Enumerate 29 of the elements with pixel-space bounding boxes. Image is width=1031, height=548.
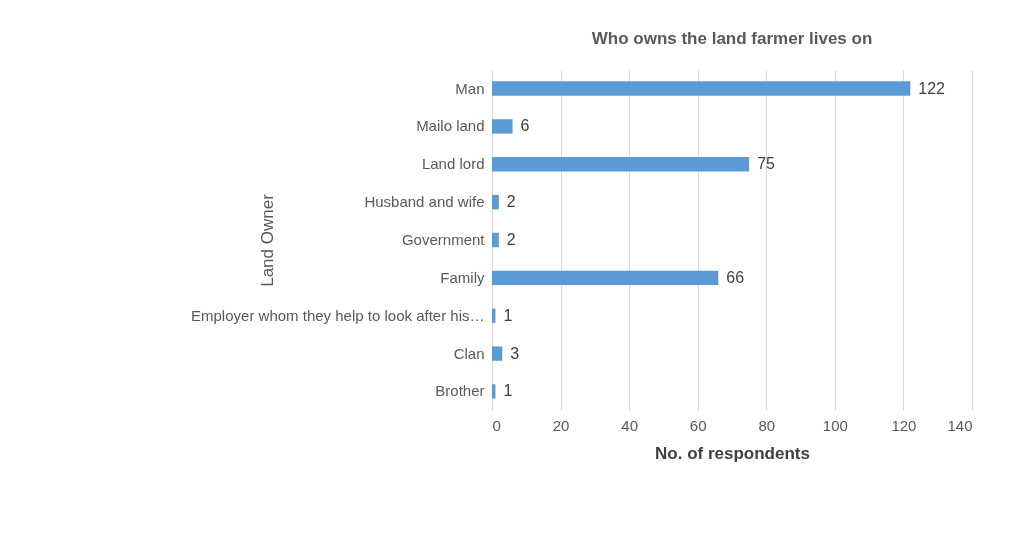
data-label: 122 [918,79,946,97]
data-label: 75 [757,155,776,173]
data-label: 2 [506,231,516,248]
data-label: 2 [506,193,516,211]
x-tick-label: 100 [822,416,848,434]
x-tick-label: 140 [947,416,973,434]
y-tick-label: Man [455,79,485,97]
x-tick-label: 40 [621,416,638,434]
y-tick-label: Family [440,268,485,286]
y-axis-title: Land Owner [257,193,277,287]
data-label: 66 [726,268,745,286]
y-tick-label: Land lord [421,155,485,173]
data-label: 1 [503,306,513,324]
x-tick-label: 120 [891,416,917,434]
y-tick-label: Government [401,231,486,248]
y-tick-label: Clan [453,344,485,362]
data-label: 3 [510,344,520,362]
data-label: 1 [503,382,513,400]
y-tick-label: Husband and wife [364,193,485,211]
x-tick-label: 20 [552,416,570,434]
x-tick-label: 0 [492,416,501,434]
x-tick-label: 80 [758,416,776,434]
y-tick-label: Mailo land [416,117,485,135]
x-axis-title: No. of respondents [655,443,810,463]
y-tick-label: Brother [435,382,485,400]
chart-title: Who owns the land farmer lives on [591,29,873,48]
y-tick-label: Employer whom they help to look after his… [191,306,485,324]
x-tick-label: 60 [689,416,707,434]
data-label: 6 [520,117,530,135]
